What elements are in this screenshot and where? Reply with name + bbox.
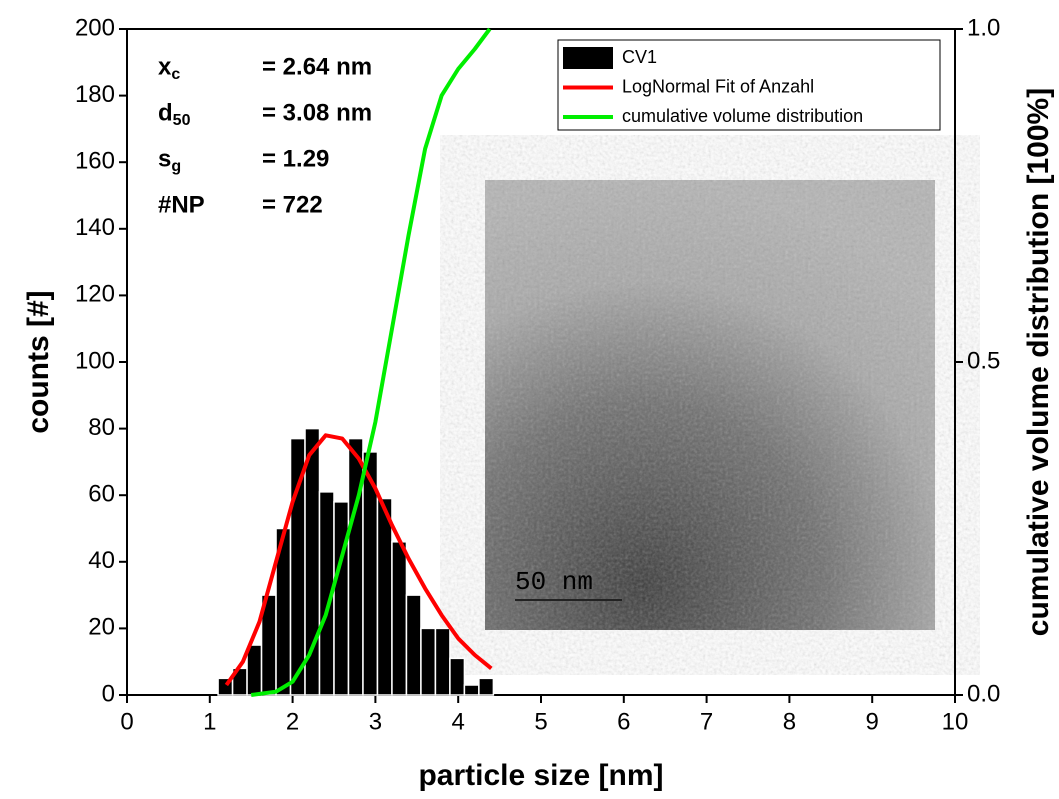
x-axis-title: particle size [nm] (418, 759, 663, 792)
annotation-value: = 3.08 nm (262, 99, 372, 126)
legend-label: LogNormal Fit of Anzahl (622, 76, 814, 96)
x-tick-label: 8 (783, 708, 796, 735)
annotation-value: = 722 (262, 191, 323, 218)
y-tick-label: 40 (88, 547, 115, 574)
y-tick-label: 120 (75, 281, 115, 308)
y-tick-label: 180 (75, 81, 115, 108)
inset-image: 50 nm (485, 180, 935, 630)
bar (463, 684, 480, 696)
x-tick-label: 6 (617, 708, 630, 735)
y-tick-label: 160 (75, 148, 115, 175)
y2-tick-label: 0.5 (967, 347, 1000, 374)
bar (391, 541, 408, 696)
x-tick-label: 9 (866, 708, 879, 735)
annotation-symbol: #NP (158, 191, 205, 218)
x-tick-label: 5 (534, 708, 547, 735)
annotation-symbol: xc (158, 53, 180, 83)
annotation-symbol: d50 (158, 99, 191, 129)
bar (333, 501, 350, 696)
bar (449, 657, 466, 696)
annotation-value: = 2.64 nm (262, 53, 372, 80)
annotation-subscript: c (171, 66, 180, 83)
y-tick-label: 60 (88, 481, 115, 508)
legend-label: cumulative volume distribution (622, 106, 863, 126)
series-line (224, 433, 493, 687)
x-tick-label: 4 (452, 708, 465, 735)
y2-tick-label: 1.0 (967, 14, 1000, 41)
x-tick-label: 1 (203, 708, 216, 735)
annotation-subscript: g (171, 158, 181, 175)
series-line (250, 27, 492, 697)
y2-tick-label: 0.0 (967, 680, 1000, 707)
legend-swatch (563, 47, 613, 69)
y-tick-label: 0 (102, 680, 115, 707)
y-tick-label: 20 (88, 614, 115, 641)
annotation-value: = 1.29 (262, 145, 329, 172)
legend (557, 39, 941, 131)
x-tick-label: 3 (369, 708, 382, 735)
bar (246, 644, 263, 696)
x-tick-label: 10 (942, 708, 969, 735)
y-tick-label: 200 (75, 14, 115, 41)
legend-label: CV1 (622, 47, 657, 67)
bar (347, 437, 364, 696)
annotation-symbol: sg (158, 145, 181, 175)
y-tick-label: 140 (75, 214, 115, 241)
y2-axis-title: cumulative volume distribution [100%] (1022, 88, 1055, 636)
x-tick-label: 7 (700, 708, 713, 735)
y-axis-title: counts [#] (22, 290, 55, 433)
x-tick-label: 2 (286, 708, 299, 735)
inset-scale-label: 50 nm (515, 567, 593, 597)
annotation-subscript: 50 (173, 112, 191, 129)
bar (405, 594, 422, 696)
bar (478, 677, 495, 696)
y-tick-label: 100 (75, 347, 115, 374)
bar (434, 627, 451, 696)
x-tick-label: 0 (120, 708, 133, 735)
annotations: xc = 2.64 nm d50 = 3.08 nm sg = 1.29 #NP = 722 (158, 53, 372, 218)
bar (376, 497, 393, 696)
bar (420, 627, 437, 696)
y-tick-label: 80 (88, 414, 115, 441)
